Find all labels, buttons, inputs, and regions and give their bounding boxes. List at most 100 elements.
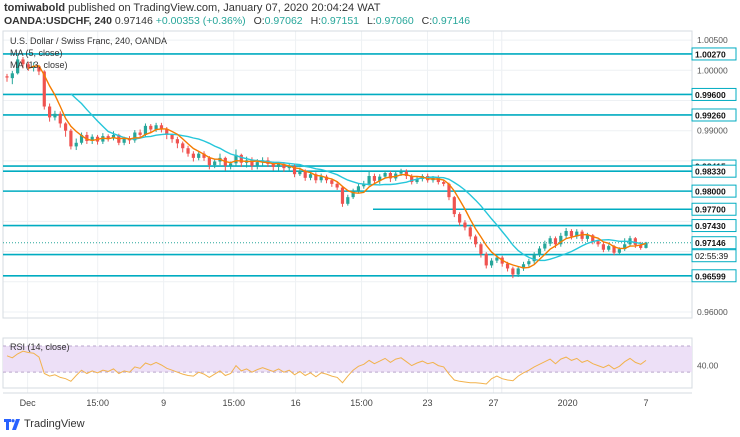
level-label-box [691, 108, 737, 122]
price-chart[interactable]: 1.002700.996000.992600.984150.983300.980… [0, 0, 740, 418]
price-axis-tick: 0.99000 [697, 126, 728, 136]
level-label-box [691, 219, 737, 233]
last-price: 0.97146 [114, 15, 153, 27]
publish-info: published on TradingView.com, January 07… [68, 2, 381, 14]
countdown-label: 02:55:39 [695, 251, 728, 261]
candle-body [181, 143, 185, 149]
tradingview-logo-icon [4, 418, 20, 430]
candle-body [48, 106, 52, 118]
time-axis-tick: 9 [161, 398, 166, 408]
candle-body [564, 230, 568, 236]
candle-body [186, 148, 190, 154]
ohlc-line: OANDA:USDCHF, 240 0.97146 +0.00353 (+0.3… [4, 15, 470, 27]
candle-body [138, 132, 142, 135]
level-label: 0.99260 [695, 110, 726, 120]
change-value: +0.00353 (+0.36%) [155, 15, 246, 27]
candle-body [532, 254, 536, 262]
candle-body [351, 191, 355, 198]
candle-body [79, 134, 84, 143]
candle-body [308, 174, 313, 178]
candle-body [404, 171, 408, 177]
candle-body [122, 138, 126, 143]
candle-body [271, 163, 275, 167]
candle-body [468, 227, 472, 237]
candle-body [213, 161, 217, 166]
candle-body [415, 179, 419, 183]
level-label: 0.97430 [695, 221, 726, 231]
candle-body [388, 172, 392, 179]
candle-body [596, 241, 600, 245]
candle-body [623, 244, 627, 250]
candle-body [447, 183, 451, 198]
level-label: 0.98330 [695, 167, 726, 177]
candle-body [143, 125, 148, 135]
candle-body [495, 257, 499, 261]
footer: TradingView [4, 418, 85, 430]
time-axis-tick: 16 [291, 398, 301, 408]
level-label: 1.00270 [695, 49, 726, 59]
candle-body [479, 244, 483, 254]
candle-body [149, 125, 153, 130]
candle-body [410, 176, 414, 183]
candle-body [474, 236, 478, 245]
candle-body [585, 235, 590, 239]
candle-body [543, 243, 547, 249]
close-label: C: [421, 15, 433, 27]
footer-brand[interactable]: TradingView [24, 418, 85, 430]
candle-body [383, 172, 387, 177]
author-name[interactable]: tomiwabold [4, 2, 66, 14]
candle-body [633, 238, 637, 245]
candle-body [175, 139, 179, 144]
level-label: 0.98000 [695, 187, 726, 197]
candle-body [111, 134, 116, 139]
candle-body [250, 160, 254, 166]
candle-body [617, 249, 621, 253]
candle-body [601, 244, 605, 250]
time-axis-tick: 2020 [558, 398, 578, 408]
level-label-box [691, 202, 737, 216]
candle-body [372, 176, 377, 181]
candle-body [367, 176, 371, 184]
candle-body [207, 157, 211, 166]
chart-title: U.S. Dollar / Swiss Franc, 240, OANDA [10, 36, 167, 46]
candle-body [319, 176, 323, 181]
candle-body [505, 263, 510, 269]
candle-body [133, 132, 137, 141]
ma13-legend: MA (13, close) [10, 60, 68, 70]
time-axis-tick: 15:00 [222, 398, 245, 408]
candle-body [458, 214, 462, 223]
ma5-legend: MA (5, close) [10, 48, 63, 58]
candle-body [287, 166, 291, 169]
candle-body [399, 171, 403, 174]
rsi-band [3, 346, 692, 373]
candle-body [282, 163, 286, 169]
level-label: 0.99600 [695, 90, 726, 100]
candle-body [537, 248, 542, 255]
time-axis-tick: 15:00 [350, 398, 373, 408]
candle-body [314, 174, 318, 181]
candle-body [484, 253, 488, 266]
time-axis-tick: 27 [488, 398, 498, 408]
candle-body [436, 177, 440, 183]
candle-body [239, 154, 243, 163]
price-axis-tick: 0.96000 [697, 307, 728, 317]
candle-body [335, 183, 339, 188]
candle-body [607, 246, 611, 250]
candle-body [378, 176, 382, 181]
price-pane-border [2, 30, 693, 319]
price-axis-tick: 1.00500 [697, 35, 728, 45]
high-value: 0.97151 [321, 15, 360, 27]
symbol-label: OANDA:USDCHF, 240 [4, 15, 112, 27]
candle-body [489, 260, 494, 266]
candle-body [85, 134, 89, 141]
candle-body [69, 130, 73, 147]
high-label: H: [310, 15, 322, 27]
candle-body [5, 76, 9, 78]
candle-body [154, 125, 158, 130]
price-axis-tick: 1.00000 [697, 65, 728, 75]
candle-body [362, 183, 366, 187]
level-label-box [691, 269, 737, 283]
candle-body [37, 66, 41, 72]
candle-body [26, 64, 30, 68]
candle-body [303, 170, 307, 178]
